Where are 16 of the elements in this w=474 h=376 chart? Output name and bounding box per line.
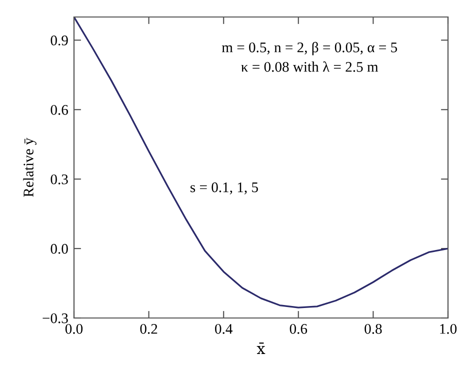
x-tick-label: 0.2: [140, 324, 158, 334]
x-tick-label: 0.4: [215, 324, 232, 334]
x-tick-label: 0.8: [364, 324, 382, 334]
annotation: κ = 0.08 with λ = 2.5 m: [241, 61, 378, 72]
x-axis-title: x̄: [256, 342, 266, 354]
y-tick-label: 0.6: [50, 104, 68, 115]
x-tick-label: 0.0: [65, 324, 83, 334]
y-axis-title: Relative ȳ: [23, 138, 36, 197]
y-tick-label: 0.0: [50, 244, 68, 254]
x-tick-label: 1.0: [440, 324, 457, 334]
y-tick-label: −0.3: [42, 313, 68, 324]
y-tick-label: 0.3: [50, 174, 68, 184]
annotation: m = 0.5, n = 2, β = 0.05, α = 5: [222, 42, 398, 56]
x-tick-label: 0.6: [290, 324, 308, 334]
y-tick-label: 0.9: [50, 36, 68, 46]
annotation: s = 0.1, 1, 5: [190, 182, 258, 194]
